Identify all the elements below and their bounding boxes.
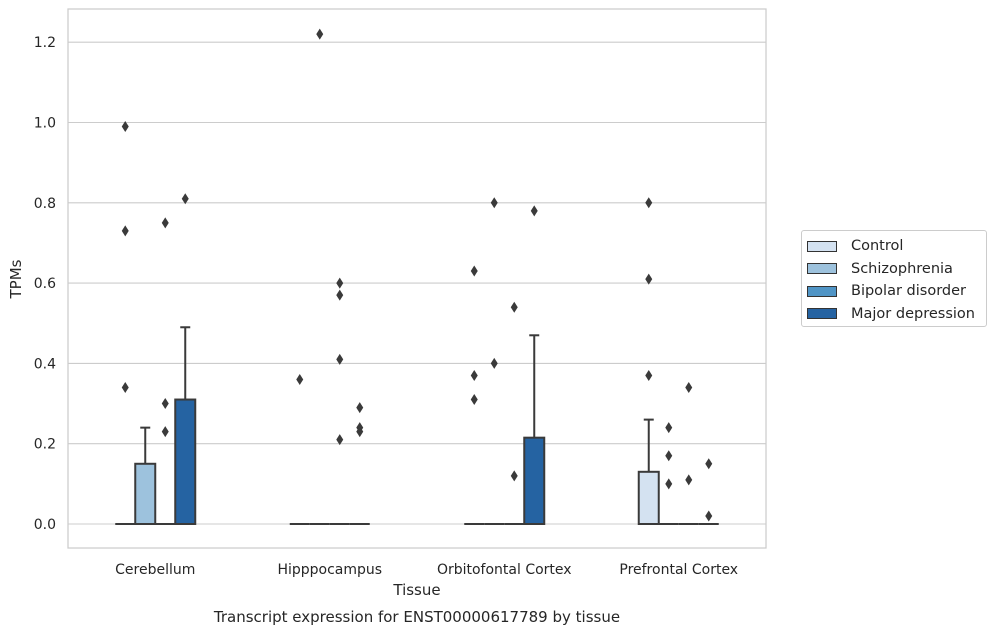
x-tick-label: Prefrontal Cortex	[619, 562, 738, 578]
box-group	[484, 197, 505, 525]
outlier-point	[336, 434, 344, 446]
box-group	[134, 426, 157, 525]
y-tick-label: 0.6	[34, 276, 56, 292]
x-axis-label: Tissue	[392, 581, 440, 599]
box-group	[504, 301, 525, 525]
outlier-point	[470, 265, 478, 277]
box-group	[637, 197, 660, 525]
outlier-point	[510, 470, 518, 482]
outlier-point	[316, 28, 324, 40]
legend-label: Schizophrenia	[851, 260, 953, 277]
outlier-point	[665, 478, 673, 490]
grid-lines	[68, 41, 766, 525]
box-group	[115, 121, 136, 525]
outlier-point	[645, 197, 653, 209]
outlier-point	[645, 369, 653, 381]
legend-label: Control	[851, 238, 904, 255]
outlier-point	[121, 225, 129, 237]
outlier-point	[665, 450, 673, 462]
box-group	[464, 265, 485, 525]
y-tick-label: 1.2	[34, 35, 56, 51]
outlier-point	[181, 193, 189, 205]
box-group	[174, 193, 197, 525]
box-group	[155, 217, 176, 525]
box-group	[309, 28, 330, 525]
outlier-point	[645, 273, 653, 285]
outlier-point	[336, 289, 344, 301]
outlier-point	[685, 381, 693, 393]
legend-swatch	[807, 308, 837, 320]
y-tick-label: 1.0	[34, 116, 56, 132]
box	[134, 462, 157, 525]
legend-item: Major depression	[807, 303, 986, 326]
legend-item: Schizophrenia	[807, 258, 986, 281]
outlier-point	[336, 353, 344, 365]
outlier-point	[161, 426, 169, 438]
legend-label: Bipolar disorder	[851, 283, 966, 300]
outlier-point	[470, 369, 478, 381]
box-group	[349, 402, 370, 525]
box	[523, 436, 546, 525]
outlier-point	[470, 394, 478, 406]
outlier-point	[121, 381, 129, 393]
x-tick-labels: Cerebellum Hipppocampus Orbitofontal Corte…	[115, 562, 738, 578]
legend: Control Schizophrenia Bipolar disorder Majo…	[801, 230, 987, 327]
outlier-point	[121, 121, 129, 133]
x-tick-label: Cerebellum	[115, 562, 195, 578]
outlier-point	[705, 510, 713, 522]
outlier-point	[336, 277, 344, 289]
chart-title: Transcript expression for ENST0000061778…	[213, 608, 620, 626]
outlier-point	[356, 402, 364, 414]
legend-item: Bipolar disorder	[807, 280, 986, 303]
outlier-point	[296, 373, 304, 385]
outlier-point	[356, 426, 364, 438]
outlier-point	[161, 398, 169, 410]
y-tick-label: 0.8	[34, 196, 56, 212]
outlier-point	[530, 205, 538, 217]
outlier-point	[490, 197, 498, 209]
legend-swatch	[807, 240, 837, 252]
plot-area-frame	[67, 8, 767, 549]
legend-swatch	[807, 285, 837, 297]
x-tick-label: Orbitofontal Cortex	[437, 562, 572, 578]
box-group	[523, 205, 546, 525]
box-group	[329, 277, 350, 525]
legend-item: Control	[807, 235, 986, 258]
box	[637, 470, 660, 525]
box-marks	[115, 28, 719, 525]
outlier-point	[665, 422, 673, 434]
box-group	[698, 458, 719, 525]
box-group	[678, 381, 699, 525]
y-tick-label: 0.0	[34, 517, 56, 533]
y-axis-label: TPMs	[7, 259, 25, 299]
outlier-point	[705, 458, 713, 470]
outlier-point	[161, 217, 169, 229]
legend-label: Major depression	[851, 305, 975, 322]
box-group	[289, 373, 310, 525]
x-tick-label: Hipppocampus	[277, 562, 382, 578]
box-group	[658, 422, 679, 525]
legend-swatch	[807, 263, 837, 275]
y-tick-label: 0.2	[34, 437, 56, 453]
outlier-point	[490, 357, 498, 369]
box	[174, 398, 197, 525]
outlier-point	[685, 474, 693, 486]
y-tick-labels: 0.0 0.2 0.4 0.6 0.8 1.0 1.2	[34, 35, 56, 533]
y-tick-label: 0.4	[34, 356, 56, 372]
outlier-point	[510, 301, 518, 313]
